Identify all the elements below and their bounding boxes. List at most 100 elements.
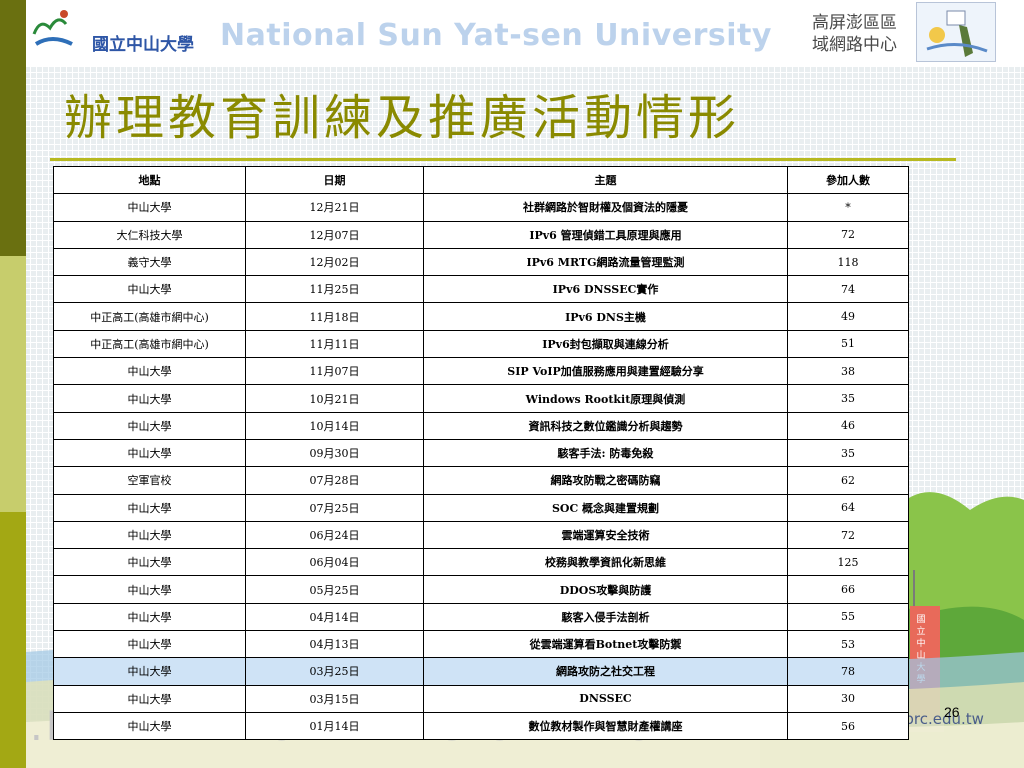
cell-date: 11月07日 <box>245 357 424 386</box>
cell-attendees: 56 <box>787 711 909 741</box>
table-row: 中山大學 03月25日 網路攻防之社交工程 78 <box>53 657 909 686</box>
table-row: 空軍官校 07月28日 網路攻防戰之密碼防竊 62 <box>53 466 909 495</box>
cell-location: 中山大學 <box>53 493 246 522</box>
cell-attendees: 66 <box>787 575 909 604</box>
cell-topic: SOC 概念與建置規劃 <box>423 493 788 522</box>
table-row: 中山大學 10月14日 資訊科技之數位鑑識分析與趨勢 46 <box>53 411 909 440</box>
cell-attendees: 35 <box>787 438 909 468</box>
cell-date: 11月25日 <box>245 275 424 304</box>
cell-location: 中山大學 <box>53 548 246 577</box>
cell-location: 中正高工(高雄市網中心) <box>53 329 246 359</box>
nsysu-logo-icon <box>32 10 73 46</box>
cell-location: 大仁科技大學 <box>53 220 246 249</box>
cell-attendees: 55 <box>787 602 909 632</box>
cell-attendees: 62 <box>787 466 909 495</box>
cell-location: 中山大學 <box>53 411 246 440</box>
table-row: 中山大學 11月07日 SIP VoIP加值服務應用與建置經驗分享 38 <box>53 357 909 386</box>
table-row: 中正高工(高雄市網中心) 11月11日 IPv6封包擷取與連線分析 51 <box>53 329 909 359</box>
cell-location: 中山大學 <box>53 384 246 413</box>
cell-location: 中山大學 <box>53 630 246 659</box>
cell-topic: SIP VoIP加值服務應用與建置經驗分享 <box>423 357 788 386</box>
cell-date: 04月13日 <box>245 630 424 659</box>
network-center-logo-icon <box>916 2 996 62</box>
cell-date: 05月25日 <box>245 575 424 604</box>
col-header-topic: 主題 <box>423 165 788 195</box>
cell-topic: 社群網路於智財權及個資法的隱憂 <box>423 193 788 222</box>
left-accent-bar-top <box>0 0 26 256</box>
cell-attendees: 72 <box>787 520 909 550</box>
cell-attendees: 53 <box>787 630 909 659</box>
university-name-en: National Sun Yat-sen University <box>220 18 772 53</box>
cell-location: 中山大學 <box>53 193 246 222</box>
cell-date: 11月11日 <box>245 329 424 359</box>
cell-topic: 駭客手法: 防毒免殺 <box>423 438 788 468</box>
cell-location: 中山大學 <box>53 711 246 741</box>
cell-attendees: 118 <box>787 247 909 277</box>
cell-topic: Windows Rootkit原理與偵測 <box>423 384 788 413</box>
cell-date: 04月14日 <box>245 602 424 632</box>
cell-topic: IPv6封包擷取與連線分析 <box>423 329 788 359</box>
cell-topic: DNSSEC <box>423 684 788 713</box>
table-row: 義守大學 12月02日 IPv6 MRTG網路流量管理監測 118 <box>53 247 909 277</box>
cell-location: 空軍官校 <box>53 466 246 495</box>
cell-location: 中山大學 <box>53 602 246 632</box>
cell-date: 03月25日 <box>245 657 424 686</box>
cell-topic: IPv6 管理偵錯工具原理與應用 <box>423 220 788 249</box>
table-row: 中山大學 06月04日 校務與教學資訊化新思維 125 <box>53 548 909 577</box>
cell-attendees: 74 <box>787 275 909 304</box>
cell-topic: 從雲端運算看Botnet攻擊防禦 <box>423 630 788 659</box>
table-row: 中山大學 04月14日 駭客入侵手法剖析 55 <box>53 602 909 632</box>
title-underline <box>50 158 956 161</box>
left-accent-bar-bottom <box>0 512 26 768</box>
cell-attendees: 35 <box>787 384 909 413</box>
cell-location: 中山大學 <box>53 438 246 468</box>
cell-date: 06月04日 <box>245 548 424 577</box>
cell-location: 中山大學 <box>53 275 246 304</box>
table-body: 中山大學 12月21日 社群網路於智財權及個資法的隱憂 * 大仁科技大學 12月07日 IP… <box>53 193 909 741</box>
cell-topic: IPv6 DNS主機 <box>423 302 788 331</box>
table-row: 中山大學 07月25日 SOC 概念與建置規劃 64 <box>53 493 909 522</box>
cell-date: 12月07日 <box>245 220 424 249</box>
left-accent-bar-middle <box>0 256 26 512</box>
cell-date: 12月02日 <box>245 247 424 277</box>
cell-location: 義守大學 <box>53 247 246 277</box>
cell-date: 07月28日 <box>245 466 424 495</box>
cell-location: 中山大學 <box>53 575 246 604</box>
table-row: 中山大學 11月25日 IPv6 DNSSEC實作 74 <box>53 275 909 304</box>
activities-table: 地點 日期 主題 參加人數 中山大學 12月21日 社群網路於智財權及個資法的隱憂 *… <box>53 165 909 741</box>
page-number: 26 <box>944 704 960 720</box>
cell-attendees: 38 <box>787 357 909 386</box>
cell-attendees: 78 <box>787 657 909 686</box>
cell-topic: 資訊科技之數位鑑識分析與趨勢 <box>423 411 788 440</box>
cell-topic: 網路攻防之社交工程 <box>423 657 788 686</box>
table-header-row: 地點 日期 主題 參加人數 <box>53 165 909 195</box>
cell-attendees: 51 <box>787 329 909 359</box>
cell-date: 12月21日 <box>245 193 424 222</box>
cell-date: 11月18日 <box>245 302 424 331</box>
university-name-cn: 國立中山大學 <box>92 35 194 55</box>
center-name-line-1: 高屏澎區區 <box>812 13 897 33</box>
cell-topic: 數位教材製作與智慧財產權講座 <box>423 711 788 741</box>
regional-center-name: 高屏澎區區 域網路中心 <box>812 12 912 56</box>
cell-attendees: 72 <box>787 220 909 249</box>
cell-topic: 雲端運算安全技術 <box>423 520 788 550</box>
col-header-location: 地點 <box>53 165 246 195</box>
cell-date: 09月30日 <box>245 438 424 468</box>
cell-attendees: * <box>787 193 909 222</box>
cell-date: 10月21日 <box>245 384 424 413</box>
cell-date: 10月14日 <box>245 411 424 440</box>
cell-attendees: 49 <box>787 302 909 331</box>
table-row: 中正高工(高雄市網中心) 11月18日 IPv6 DNS主機 49 <box>53 302 909 331</box>
col-header-date: 日期 <box>245 165 424 195</box>
slide-title: 辦理教育訓練及推廣活動情形 <box>64 90 741 146</box>
cell-location: 中山大學 <box>53 684 246 713</box>
cell-topic: DDOS攻擊與防護 <box>423 575 788 604</box>
table-row: 中山大學 04月13日 從雲端運算看Botnet攻擊防禦 53 <box>53 630 909 659</box>
cell-topic: IPv6 MRTG網路流量管理監測 <box>423 247 788 277</box>
cell-topic: 網路攻防戰之密碼防竊 <box>423 466 788 495</box>
cell-attendees: 125 <box>787 548 909 577</box>
cell-date: 01月14日 <box>245 711 424 741</box>
cell-location: 中山大學 <box>53 657 246 686</box>
table-row: 中山大學 05月25日 DDOS攻擊與防護 66 <box>53 575 909 604</box>
table-row: 中山大學 06月24日 雲端運算安全技術 72 <box>53 520 909 550</box>
